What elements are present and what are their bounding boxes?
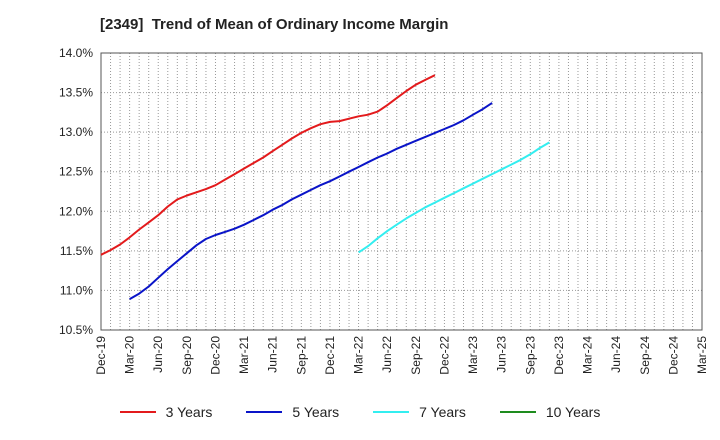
y-tick-label: 12.0%: [59, 204, 93, 218]
x-tick-label: Dec-21: [323, 336, 337, 375]
legend-label-3-years: 3 Years: [165, 404, 213, 420]
x-tick-label: Dec-24: [666, 336, 680, 375]
y-tick-label: 12.5%: [59, 165, 93, 179]
x-tick-label: Jun-21: [266, 336, 280, 373]
x-tick-label: Dec-23: [552, 336, 566, 375]
chart-title: [2349] Trend of Mean of Ordinary Income …: [100, 16, 449, 33]
legend-item-7-years: 7 Years: [373, 404, 466, 420]
plot-frame: [100, 52, 703, 331]
x-tick-label: Dec-22: [437, 336, 451, 375]
x-tick-label: Dec-20: [208, 336, 222, 375]
x-tick-label: Mar-22: [352, 336, 366, 374]
legend-swatch-5-years: [246, 411, 283, 413]
x-tick-label: Sep-20: [180, 336, 194, 375]
x-tick-label: Mar-24: [581, 336, 595, 374]
x-tick-label: Mar-23: [466, 336, 480, 374]
x-tick-label: Sep-24: [638, 336, 652, 375]
y-tick-label: 11.0%: [60, 283, 93, 297]
series-line-5-years: [129, 102, 493, 300]
legend-swatch-7-years: [373, 411, 410, 413]
series-line-3-years: [100, 74, 436, 256]
y-tick-label: 13.0%: [59, 125, 93, 139]
legend-item-10-years: 10 Years: [499, 404, 601, 420]
legend-label-5-years: 5 Years: [292, 404, 340, 420]
legend-item-3-years: 3 Years: [119, 404, 213, 420]
x-tick-label: Jun-24: [609, 336, 623, 373]
legend-label-7-years: 7 Years: [419, 404, 466, 420]
legend-item-5-years: 5 Years: [246, 404, 339, 420]
x-tick-label: Jun-23: [495, 336, 509, 373]
legend: 3 Years 5 Years 7 Years 10 Years: [0, 404, 720, 420]
y-tick-label: 11.5%: [60, 244, 93, 258]
x-tick-label: Dec-19: [94, 336, 108, 375]
x-tick-label: Sep-21: [294, 336, 308, 375]
x-tick-label: Sep-22: [409, 336, 423, 375]
x-tick-label: Mar-21: [237, 336, 251, 374]
x-tick-label: Mar-25: [695, 336, 709, 374]
x-tick-label: Mar-20: [123, 336, 137, 374]
series-line-7-years: [358, 141, 550, 254]
y-tick-label: 14.0%: [59, 46, 93, 60]
x-tick-label: Jun-22: [380, 336, 394, 373]
legend-swatch-3-years: [119, 411, 156, 413]
legend-swatch-10-years: [499, 411, 536, 413]
y-tick-label: 10.5%: [59, 323, 93, 337]
x-tick-label: Sep-23: [523, 336, 537, 375]
y-tick-label: 13.5%: [59, 86, 93, 100]
legend-label-10-years: 10 Years: [545, 404, 601, 420]
x-tick-label: Jun-20: [151, 336, 165, 373]
